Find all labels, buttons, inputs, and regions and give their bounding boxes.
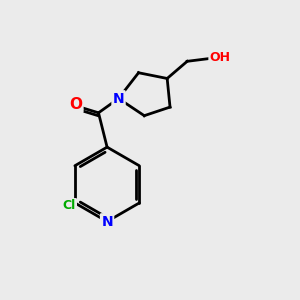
Text: O: O [69,97,82,112]
Text: N: N [101,214,113,229]
Text: Cl: Cl [62,199,76,212]
Text: OH: OH [210,50,231,64]
Text: N: N [113,92,124,106]
